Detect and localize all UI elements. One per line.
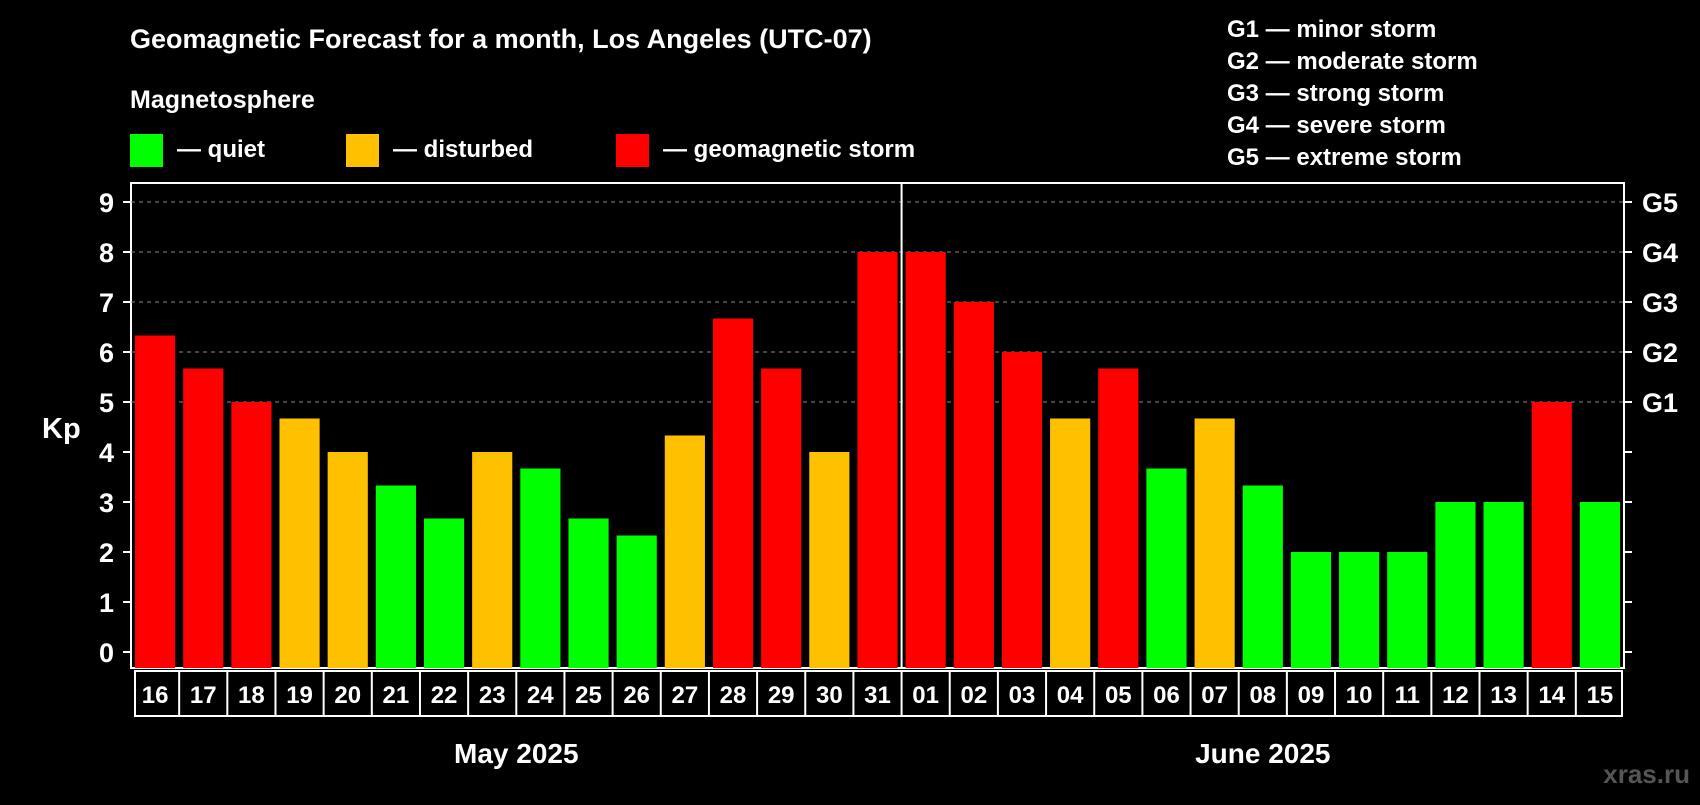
- y-tick-label-9: 9: [99, 188, 114, 218]
- bar-day-27: [664, 435, 705, 668]
- date-label-20: 05: [1105, 682, 1132, 709]
- date-label-29: 14: [1538, 682, 1565, 709]
- bar-day-20: [327, 452, 368, 668]
- date-label-26: 11: [1395, 682, 1420, 709]
- bar-day-10: [1339, 552, 1380, 668]
- date-label-19: 04: [1057, 682, 1084, 709]
- bar-day-07: [1194, 418, 1235, 668]
- bar-day-09: [1290, 552, 1332, 668]
- date-label-30: 15: [1587, 682, 1614, 709]
- date-label-8: 24: [527, 682, 554, 709]
- legend-swatch-storm: [616, 134, 649, 167]
- bar-day-13: [1483, 502, 1524, 668]
- date-label-28: 13: [1490, 682, 1517, 709]
- bar-day-11: [1387, 552, 1428, 668]
- date-label-25: 10: [1346, 682, 1373, 709]
- bar-day-17: [183, 368, 224, 668]
- legend-swatch-quiet: [130, 134, 163, 167]
- storm-scale-legend: G1 — minor storm G2 — moderate storm G3 …: [1227, 16, 1478, 171]
- y-tick-label-4: 4: [99, 438, 114, 468]
- date-label-24: 09: [1298, 682, 1325, 709]
- right-tick-label-g5: G5: [1642, 188, 1678, 218]
- month-label-1: June 2025: [1195, 738, 1330, 769]
- bar-day-24: [520, 468, 561, 668]
- legend-swatch-disturbed: [346, 134, 379, 167]
- date-label-14: 30: [816, 682, 843, 709]
- bar-day-30: [809, 452, 850, 668]
- legend-title: Magnetosphere: [130, 86, 315, 114]
- bar-day-14: [1531, 402, 1572, 668]
- bar-day-18: [231, 402, 272, 668]
- date-label-16: 01: [912, 682, 939, 709]
- y-tick-label-1: 1: [99, 588, 114, 618]
- bar-day-28: [712, 318, 754, 668]
- date-label-11: 27: [672, 682, 699, 709]
- bar-day-23: [472, 452, 513, 668]
- date-label-2: 18: [238, 682, 265, 709]
- bar-day-05: [1098, 368, 1139, 668]
- bar-day-31: [857, 252, 898, 668]
- right-tick-label-g4: G4: [1642, 238, 1678, 268]
- bar-day-12: [1435, 502, 1476, 668]
- date-label-9: 25: [575, 682, 602, 709]
- storm-scale-g1: G1 — minor storm: [1227, 16, 1436, 43]
- bar-day-26: [616, 535, 657, 668]
- date-label-7: 23: [479, 682, 506, 709]
- date-label-5: 21: [383, 682, 410, 709]
- date-label-13: 29: [768, 682, 795, 709]
- date-label-3: 19: [286, 682, 313, 709]
- date-label-0: 16: [142, 682, 169, 709]
- date-label-21: 06: [1153, 682, 1180, 709]
- date-label-1: 17: [190, 682, 217, 709]
- storm-scale-g3: G3 — strong storm: [1227, 80, 1444, 107]
- date-label-27: 12: [1442, 682, 1469, 709]
- date-label-6: 22: [431, 682, 458, 709]
- date-label-17: 02: [960, 682, 987, 709]
- legend-label-storm: — geomagnetic storm: [663, 136, 915, 163]
- month-label-0: May 2025: [454, 738, 579, 769]
- bar-day-22: [423, 518, 465, 668]
- y-tick-label-2: 2: [99, 538, 114, 568]
- right-tick-label-g1: G1: [1642, 388, 1678, 418]
- legend-label-disturbed: — disturbed: [393, 136, 533, 163]
- y-tick-label-8: 8: [99, 238, 114, 268]
- y-axis-label: Kp: [42, 413, 81, 445]
- date-label-18: 03: [1009, 682, 1036, 709]
- bar-day-25: [568, 518, 609, 668]
- chart-title: Geomagnetic Forecast for a month, Los An…: [130, 24, 872, 54]
- bar-day-16: [135, 335, 176, 668]
- storm-scale-g4: G4 — severe storm: [1227, 112, 1446, 139]
- storm-scale-g5: G5 — extreme storm: [1227, 144, 1462, 171]
- y-tick-label-0: 0: [99, 638, 114, 668]
- date-row-frame: [134, 670, 1623, 717]
- date-label-12: 28: [720, 682, 747, 709]
- bar-day-21: [375, 485, 416, 668]
- legend: — quiet — disturbed — geomagnetic storm: [130, 134, 915, 167]
- date-label-23: 08: [1249, 682, 1276, 709]
- date-label-22: 07: [1201, 682, 1228, 709]
- bar-day-15: [1579, 502, 1620, 668]
- bar-day-19: [279, 418, 320, 668]
- right-tick-label-g3: G3: [1642, 288, 1678, 318]
- bar-day-02: [953, 302, 994, 668]
- bar-day-01: [905, 252, 946, 668]
- bar-day-04: [1050, 418, 1091, 668]
- y-tick-label-5: 5: [99, 388, 114, 418]
- y-tick-label-6: 6: [99, 338, 114, 368]
- y-tick-label-7: 7: [99, 288, 114, 318]
- storm-scale-g2: G2 — moderate storm: [1227, 48, 1478, 75]
- bar-day-29: [761, 368, 802, 668]
- legend-label-quiet: — quiet: [177, 136, 265, 163]
- bar-day-06: [1146, 468, 1187, 668]
- date-label-10: 26: [623, 682, 650, 709]
- bar-day-08: [1242, 485, 1283, 668]
- y-tick-label-3: 3: [99, 488, 114, 518]
- bar-day-03: [1001, 352, 1043, 668]
- right-tick-label-g2: G2: [1642, 338, 1678, 368]
- date-label-15: 31: [864, 682, 891, 709]
- watermark: xras.ru: [1603, 759, 1690, 789]
- date-label-4: 20: [334, 682, 361, 709]
